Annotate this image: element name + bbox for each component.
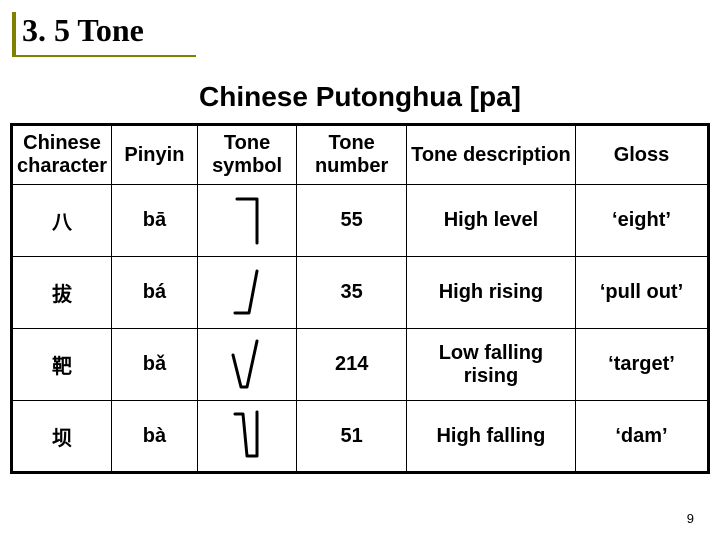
heading-block: 3. 5 Tone — [0, 0, 720, 57]
table-row: 坝 bà 51 High falling ‘dam’ — [12, 401, 709, 473]
cell-gloss: ‘dam’ — [575, 401, 708, 473]
cell-tone-number: 214 — [297, 329, 407, 401]
cell-character: 八 — [12, 185, 112, 257]
cell-tone-symbol — [197, 185, 297, 257]
cell-tone-symbol — [197, 257, 297, 329]
table-title: Chinese Putonghua [pa] — [0, 81, 720, 113]
cell-tone-symbol — [197, 329, 297, 401]
tone-symbol-icon — [227, 337, 267, 393]
cell-gloss: ‘eight’ — [575, 185, 708, 257]
cell-character: 拔 — [12, 257, 112, 329]
cell-tone-desc: Low falling rising — [406, 329, 575, 401]
cell-gloss: ‘pull out’ — [575, 257, 708, 329]
cell-tone-number: 35 — [297, 257, 407, 329]
th-tone-desc: Tone description — [406, 125, 575, 185]
cell-tone-desc: High falling — [406, 401, 575, 473]
th-gloss: Gloss — [575, 125, 708, 185]
cell-character: 坝 — [12, 401, 112, 473]
cell-pinyin: bá — [112, 257, 198, 329]
cell-tone-desc: High rising — [406, 257, 575, 329]
tone-symbol-icon — [227, 265, 267, 321]
th-tone-number: Tone number — [297, 125, 407, 185]
table-row: 靶 bǎ 214 Low falling rising ‘target’ — [12, 329, 709, 401]
table-row: 拔 bá 35 High rising ‘pull out’ — [12, 257, 709, 329]
cell-tone-number: 51 — [297, 401, 407, 473]
tone-symbol-icon — [227, 408, 267, 464]
cell-tone-symbol — [197, 401, 297, 473]
cell-tone-number: 55 — [297, 185, 407, 257]
heading-accent: 3. 5 Tone — [12, 12, 196, 57]
th-character: Chinese character — [12, 125, 112, 185]
tone-symbol-icon — [227, 193, 267, 249]
section-heading: 3. 5 Tone — [22, 12, 144, 48]
cell-pinyin: bǎ — [112, 329, 198, 401]
table-header-row: Chinese character Pinyin Tone symbol Ton… — [12, 125, 709, 185]
page-number: 9 — [687, 511, 694, 526]
cell-gloss: ‘target’ — [575, 329, 708, 401]
cell-pinyin: bà — [112, 401, 198, 473]
tone-table: Chinese character Pinyin Tone symbol Ton… — [10, 123, 710, 474]
table-row: 八 bā 55 High level ‘eight’ — [12, 185, 709, 257]
th-pinyin: Pinyin — [112, 125, 198, 185]
cell-character: 靶 — [12, 329, 112, 401]
cell-pinyin: bā — [112, 185, 198, 257]
th-tone-symbol: Tone symbol — [197, 125, 297, 185]
cell-tone-desc: High level — [406, 185, 575, 257]
